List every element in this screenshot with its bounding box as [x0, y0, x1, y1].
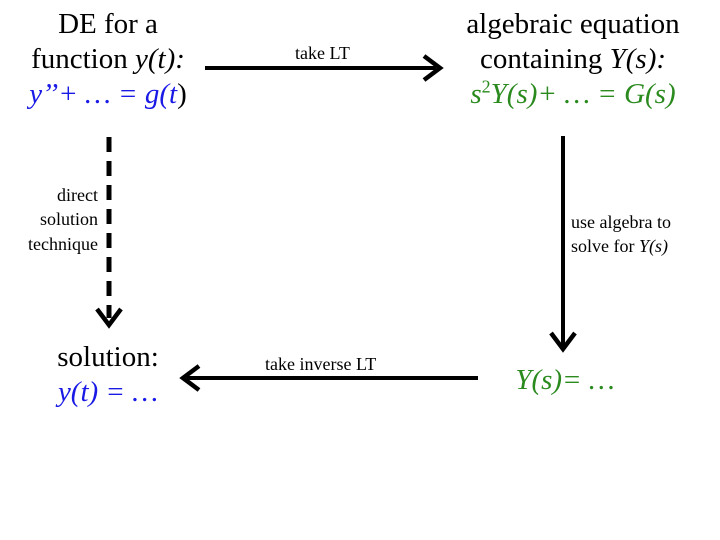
- direct-solution-arrow: [95, 137, 123, 329]
- de-block: DE for a function y(t): y’’+ … = g(t): [8, 10, 208, 109]
- use-algebra-line1: use algebra to: [571, 212, 671, 232]
- ys-block: Y(s)= …: [490, 366, 640, 395]
- use-algebra-arrow: [549, 136, 577, 353]
- direct-line1: direct: [57, 185, 98, 205]
- alg-line2-var: Y(s):: [609, 43, 667, 75]
- direct-line2: solution: [39, 209, 98, 230]
- de-eq-right: ): [177, 78, 187, 110]
- ys-line1: Y(s)= …: [515, 364, 615, 396]
- algebraic-block: algebraic equation containing Y(s): s2Y(…: [438, 10, 708, 109]
- alg-line1: algebraic equation: [466, 8, 680, 40]
- take-lt-arrow: [205, 54, 444, 82]
- de-line2-prefix: function: [31, 43, 135, 75]
- de-line2-var: y(t):: [135, 43, 185, 75]
- use-algebra-label: use algebra to solve for Y(s): [571, 210, 671, 259]
- solution-line1: solution:: [57, 341, 159, 373]
- solution-line2: y(t) = …: [57, 376, 159, 408]
- take-lt-label: take LT: [295, 43, 350, 63]
- alg-line2-prefix: containing: [479, 43, 610, 75]
- use-algebra-line2: solve for Y(s): [571, 236, 668, 257]
- de-eq-left: y’’+ … = g(: [29, 78, 170, 110]
- alg-eq-rest: Y(s)+ … = G(s): [490, 78, 676, 110]
- de-eq-var: t: [169, 78, 178, 110]
- alg-eq-s: s: [470, 78, 482, 110]
- solution-block: solution: y(t) = …: [8, 343, 208, 407]
- alg-equation: s2Y(s)+ … = G(s): [438, 77, 708, 110]
- alg-line2: containing Y(s):: [438, 45, 708, 74]
- de-line2: function y(t):: [8, 45, 208, 74]
- direct-line3: technique: [28, 233, 98, 254]
- de-equation: y’’+ … = g(t): [8, 80, 208, 109]
- take-inverse-lt-arrow: [179, 364, 478, 392]
- alg-eq-exp: 2: [481, 76, 491, 97]
- direct-solution-label: direct solution technique: [0, 183, 98, 256]
- de-line1: DE for a: [58, 8, 158, 40]
- take-inverse-lt-label: take inverse LT: [265, 354, 377, 374]
